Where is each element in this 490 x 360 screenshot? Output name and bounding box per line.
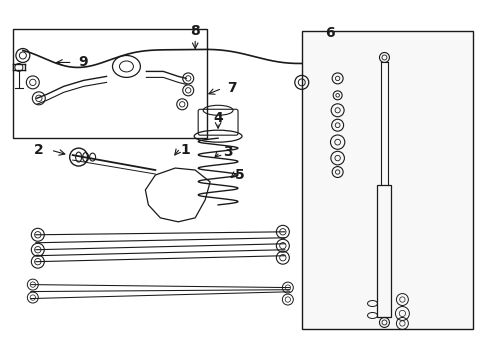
Text: 3: 3: [223, 145, 233, 159]
Text: 9: 9: [78, 55, 87, 69]
Text: 5: 5: [235, 168, 245, 182]
Text: 7: 7: [227, 81, 237, 95]
Text: 8: 8: [190, 23, 200, 37]
Text: 2: 2: [34, 143, 44, 157]
Bar: [302, 31, 473, 329]
Text: 4: 4: [213, 111, 223, 125]
Bar: [13, 28, 207, 138]
Bar: [377, 185, 392, 318]
Text: 1: 1: [180, 143, 190, 157]
Text: 6: 6: [325, 26, 335, 40]
